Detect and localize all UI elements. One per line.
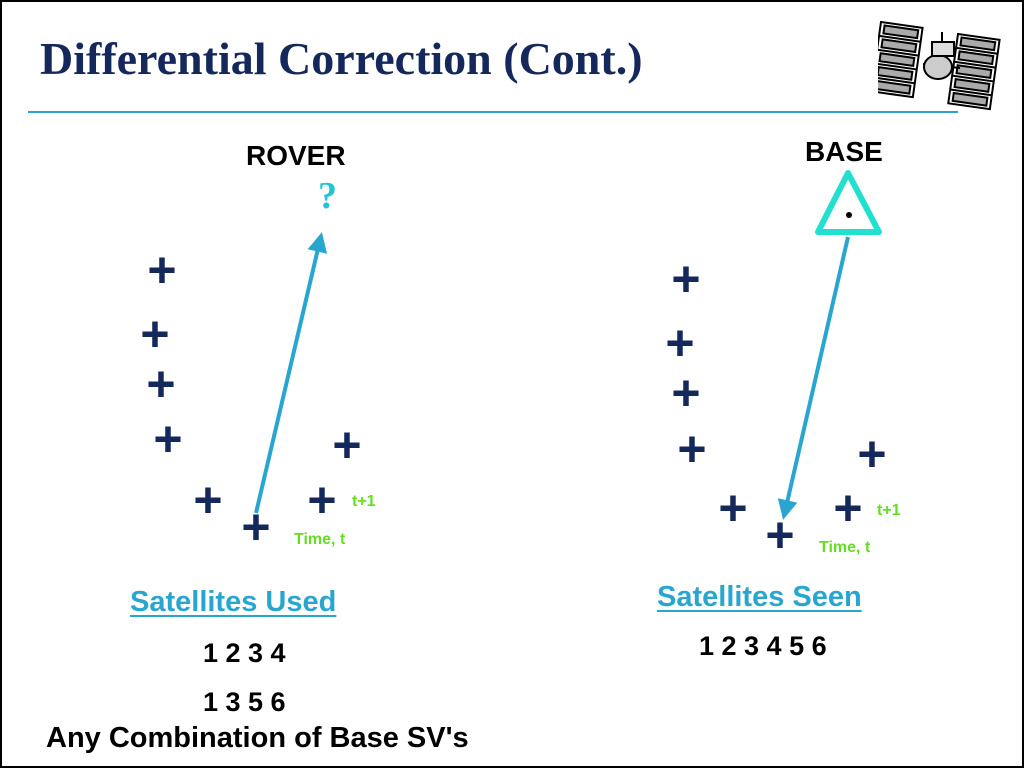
rover-satellite-4: + [153,411,183,467]
base-triangle-marker [815,170,882,235]
base-arrow [777,236,850,520]
rover-satellite-t1-a: + [332,417,362,473]
rover-next-time-label: t+1 [352,493,376,510]
rover-satellite-3: + [146,356,176,412]
base-satellite-2: + [665,315,695,371]
base-satellite-t1-b: + [833,480,863,536]
rover-row-2: 1 3 5 6 [203,687,286,717]
rover-unknown-marker: ? [318,175,337,217]
rover-satellite-t1-b: + [307,472,337,528]
base-satellite-1: + [671,251,701,307]
rover-satellite-2: + [140,306,170,362]
rover-row-1: 1 2 3 4 [203,638,286,668]
base-satellite-t1-a: + [857,426,887,482]
rover-satellite-5: + [193,472,223,528]
rover-satellite-1: + [147,242,177,298]
slide-title: Differential Correction (Cont.) [40,33,643,84]
base-time-label: Time, t [819,539,871,556]
rover-heading: Satellites Used [130,586,337,618]
base-label: BASE [805,136,883,167]
base-satellite-3: + [671,365,701,421]
satellite-icon [878,20,1001,111]
rover-satellite-6: + [241,499,271,555]
rover-arrow [254,232,328,514]
base-heading: Satellites Seen [657,581,862,613]
base-satellite-5: + [718,480,748,536]
base-row-1: 1 2 3 4 5 6 [699,631,827,661]
rover-label: ROVER [246,140,346,171]
slide-footer: Any Combination of Base SV's [46,722,469,754]
rover-time-label: Time, t [294,531,346,548]
base-satellite-4: + [677,421,707,477]
title-divider [28,111,958,113]
base-next-time-label: t+1 [877,502,901,519]
base-point-dot [846,212,852,218]
base-satellite-6: + [765,507,795,563]
